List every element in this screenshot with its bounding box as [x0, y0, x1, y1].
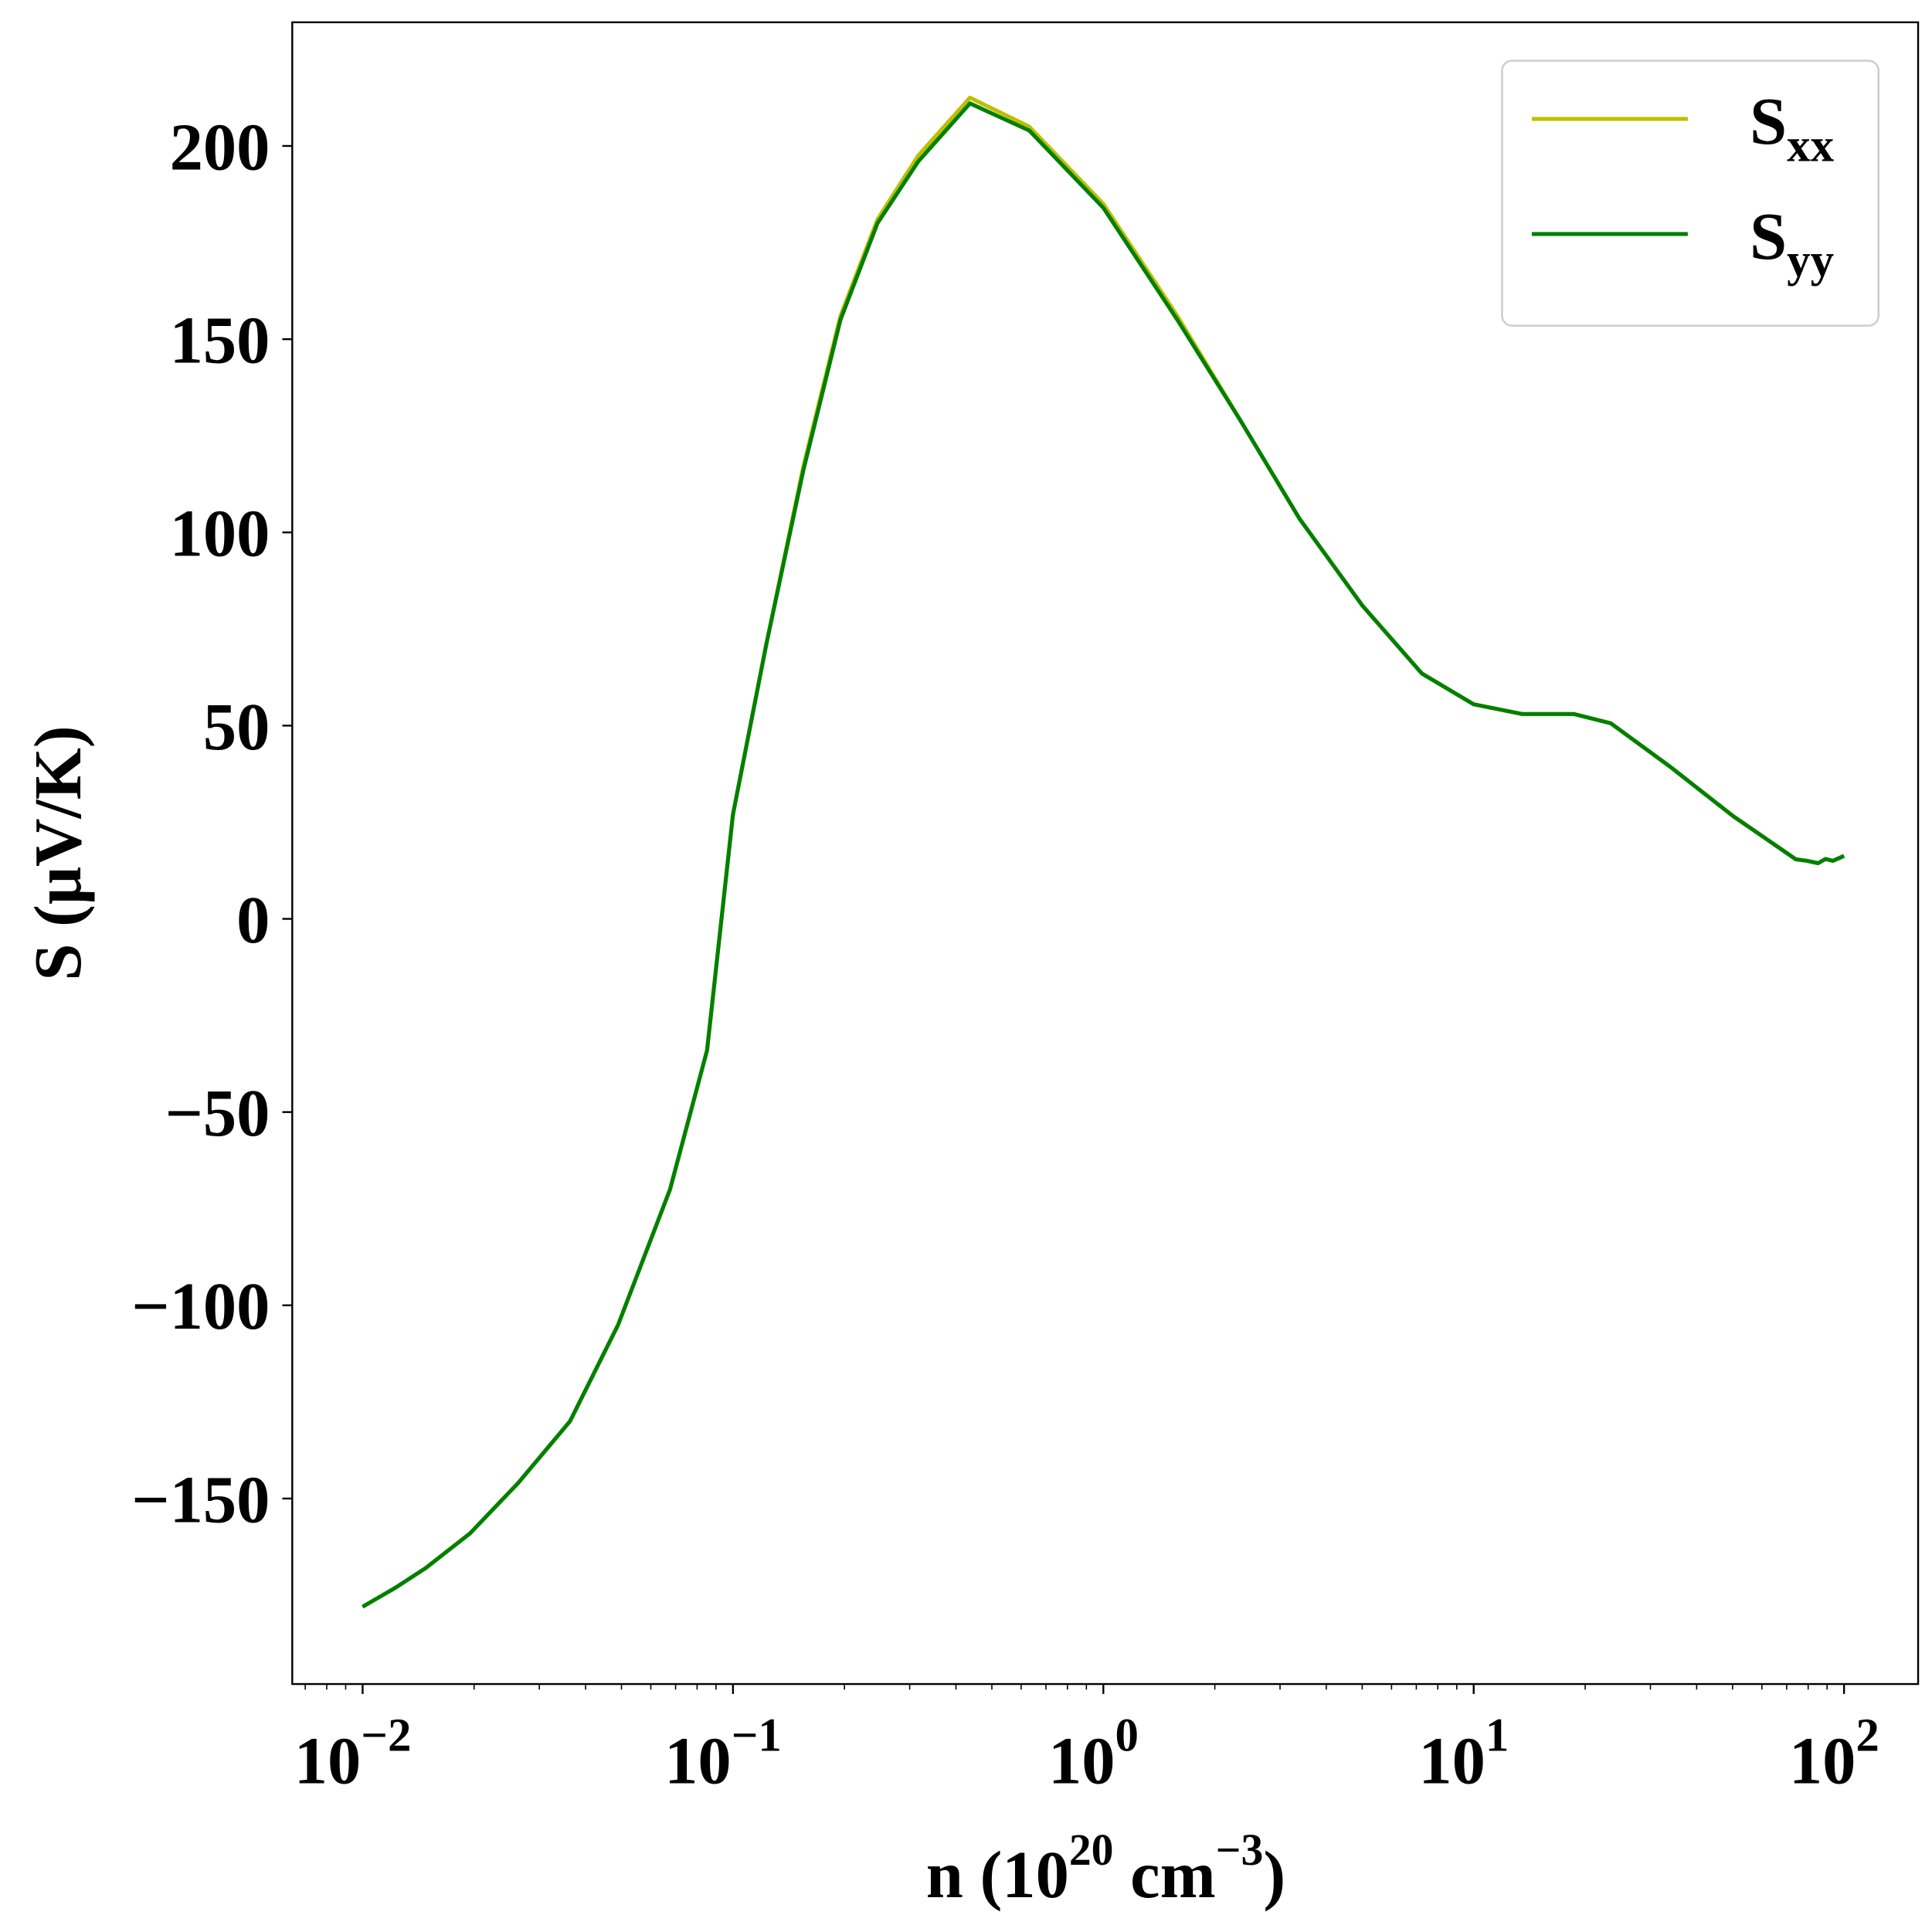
y-tick-label: 50: [203, 690, 270, 764]
y-tick-label: −50: [165, 1076, 270, 1150]
x-label-exp2: −3: [1216, 1826, 1264, 1875]
y-tick-label: 200: [170, 110, 270, 184]
x-tick-base: 10: [664, 1723, 732, 1798]
legend-label-subscript: xx: [1787, 120, 1834, 171]
x-label-suffix: ): [1263, 1838, 1285, 1912]
x-tick-base: 10: [1789, 1723, 1856, 1798]
y-tick-label: 150: [170, 304, 270, 378]
legend-label-subscript: yy: [1787, 235, 1834, 287]
x-tick-label: 102: [1789, 1710, 1879, 1798]
x-tick-label: 10−2: [294, 1710, 412, 1798]
x-tick-label: 101: [1418, 1710, 1509, 1798]
x-tick-exponent: −2: [361, 1710, 411, 1762]
x-tick-exponent: 2: [1856, 1710, 1879, 1762]
x-axis-label: n (1020 cm−3): [926, 1826, 1286, 1912]
x-tick-label: 10−1: [664, 1710, 782, 1798]
legend-box: [1501, 59, 1879, 327]
axes-frame: [291, 21, 1920, 1686]
x-tick-exponent: 1: [1486, 1710, 1509, 1762]
y-tick-label: −150: [131, 1462, 270, 1536]
x-tick-label: 100: [1048, 1710, 1139, 1798]
legend-label-main: S: [1750, 84, 1787, 158]
x-tick-base: 10: [1418, 1723, 1486, 1798]
y-tick-label: 0: [236, 883, 270, 957]
x-label-mid: cm: [1114, 1838, 1216, 1912]
legend-label-Syy: Syy: [1750, 199, 1834, 287]
y-tick-label: −100: [131, 1269, 270, 1343]
series-line-Syy: [362, 101, 1845, 1609]
x-tick-exponent: −1: [732, 1710, 782, 1762]
x-tick-exponent: 0: [1115, 1710, 1139, 1762]
legend-label-Sxx: Sxx: [1750, 84, 1835, 171]
x-tick-base: 10: [1048, 1723, 1115, 1798]
x-label-exp1: 20: [1069, 1826, 1114, 1875]
x-label-prefix: n (10: [926, 1838, 1069, 1912]
x-tick-base: 10: [294, 1723, 362, 1798]
y-axis-label: S (μV/K): [21, 725, 95, 980]
legend-label-main: S: [1750, 199, 1787, 273]
y-tick-label: 100: [170, 497, 270, 571]
